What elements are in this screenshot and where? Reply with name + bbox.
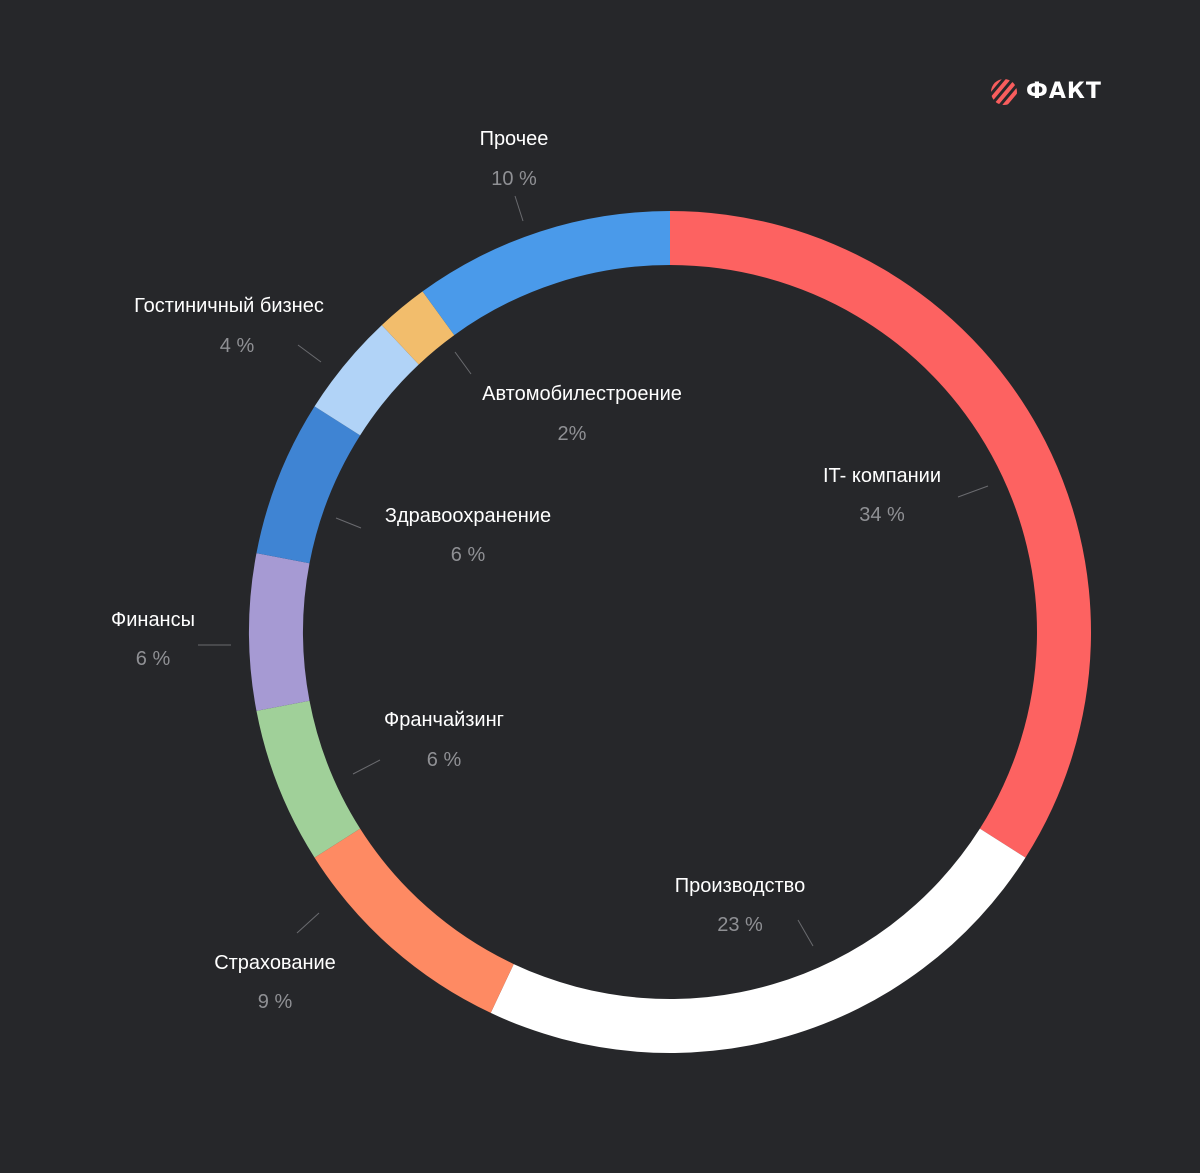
slice-name-label: IT- компании (823, 465, 941, 487)
leader-line (335, 517, 362, 529)
slice-name-label: Франчайзинг (384, 709, 504, 731)
leader-line (454, 351, 472, 375)
donut-slice (256, 700, 361, 858)
slice-name-label: Автомобилестроение (482, 383, 682, 405)
slice-value-label: 6 % (451, 544, 486, 566)
logo-stripe (991, 79, 1012, 105)
slice-name-label: Производство (675, 875, 805, 897)
donut-slices (249, 211, 1091, 1053)
donut-slice (256, 406, 361, 564)
slice-value-label: 6 % (136, 648, 171, 670)
slice-labels: IT- компании 34 % Производство 23 % Страхова… (111, 128, 941, 1013)
donut-slice (381, 291, 455, 365)
slice-value-label: 6 % (427, 749, 462, 771)
leader-line (296, 912, 320, 934)
slice-value-label: 2% (558, 423, 587, 445)
fakt-logo-icon (991, 79, 1017, 105)
donut-slice (670, 211, 1091, 858)
donut-slice (314, 325, 419, 436)
leader-lines (198, 195, 989, 947)
leader-line (514, 195, 524, 222)
logo-stripe (992, 79, 1017, 105)
slice-value-label: 10 % (491, 168, 537, 190)
leader-line (957, 485, 989, 498)
slice-value-label: 34 % (859, 504, 905, 526)
slice-value-label: 4 % (220, 335, 255, 357)
donut-slice (249, 553, 310, 711)
donut-slice (314, 828, 514, 1013)
fakt-logo: ФАКТ (990, 78, 1102, 106)
slice-name-label: Финансы (111, 609, 195, 631)
leader-line (297, 344, 322, 363)
donut-slice (490, 828, 1026, 1053)
slice-name-label: Прочее (480, 128, 549, 150)
logo-stripe (991, 79, 1017, 105)
slice-name-label: Здравоохранение (385, 505, 551, 527)
leader-line (352, 759, 381, 775)
donut-slice (422, 211, 670, 336)
slice-name-label: Страхование (214, 952, 336, 974)
slice-name-label: Гостиничный бизнес (134, 295, 324, 317)
slice-value-label: 9 % (258, 991, 293, 1013)
leader-line (797, 919, 814, 947)
fakt-logo-text: ФАКТ (1026, 79, 1102, 104)
slice-value-label: 23 % (717, 914, 763, 936)
